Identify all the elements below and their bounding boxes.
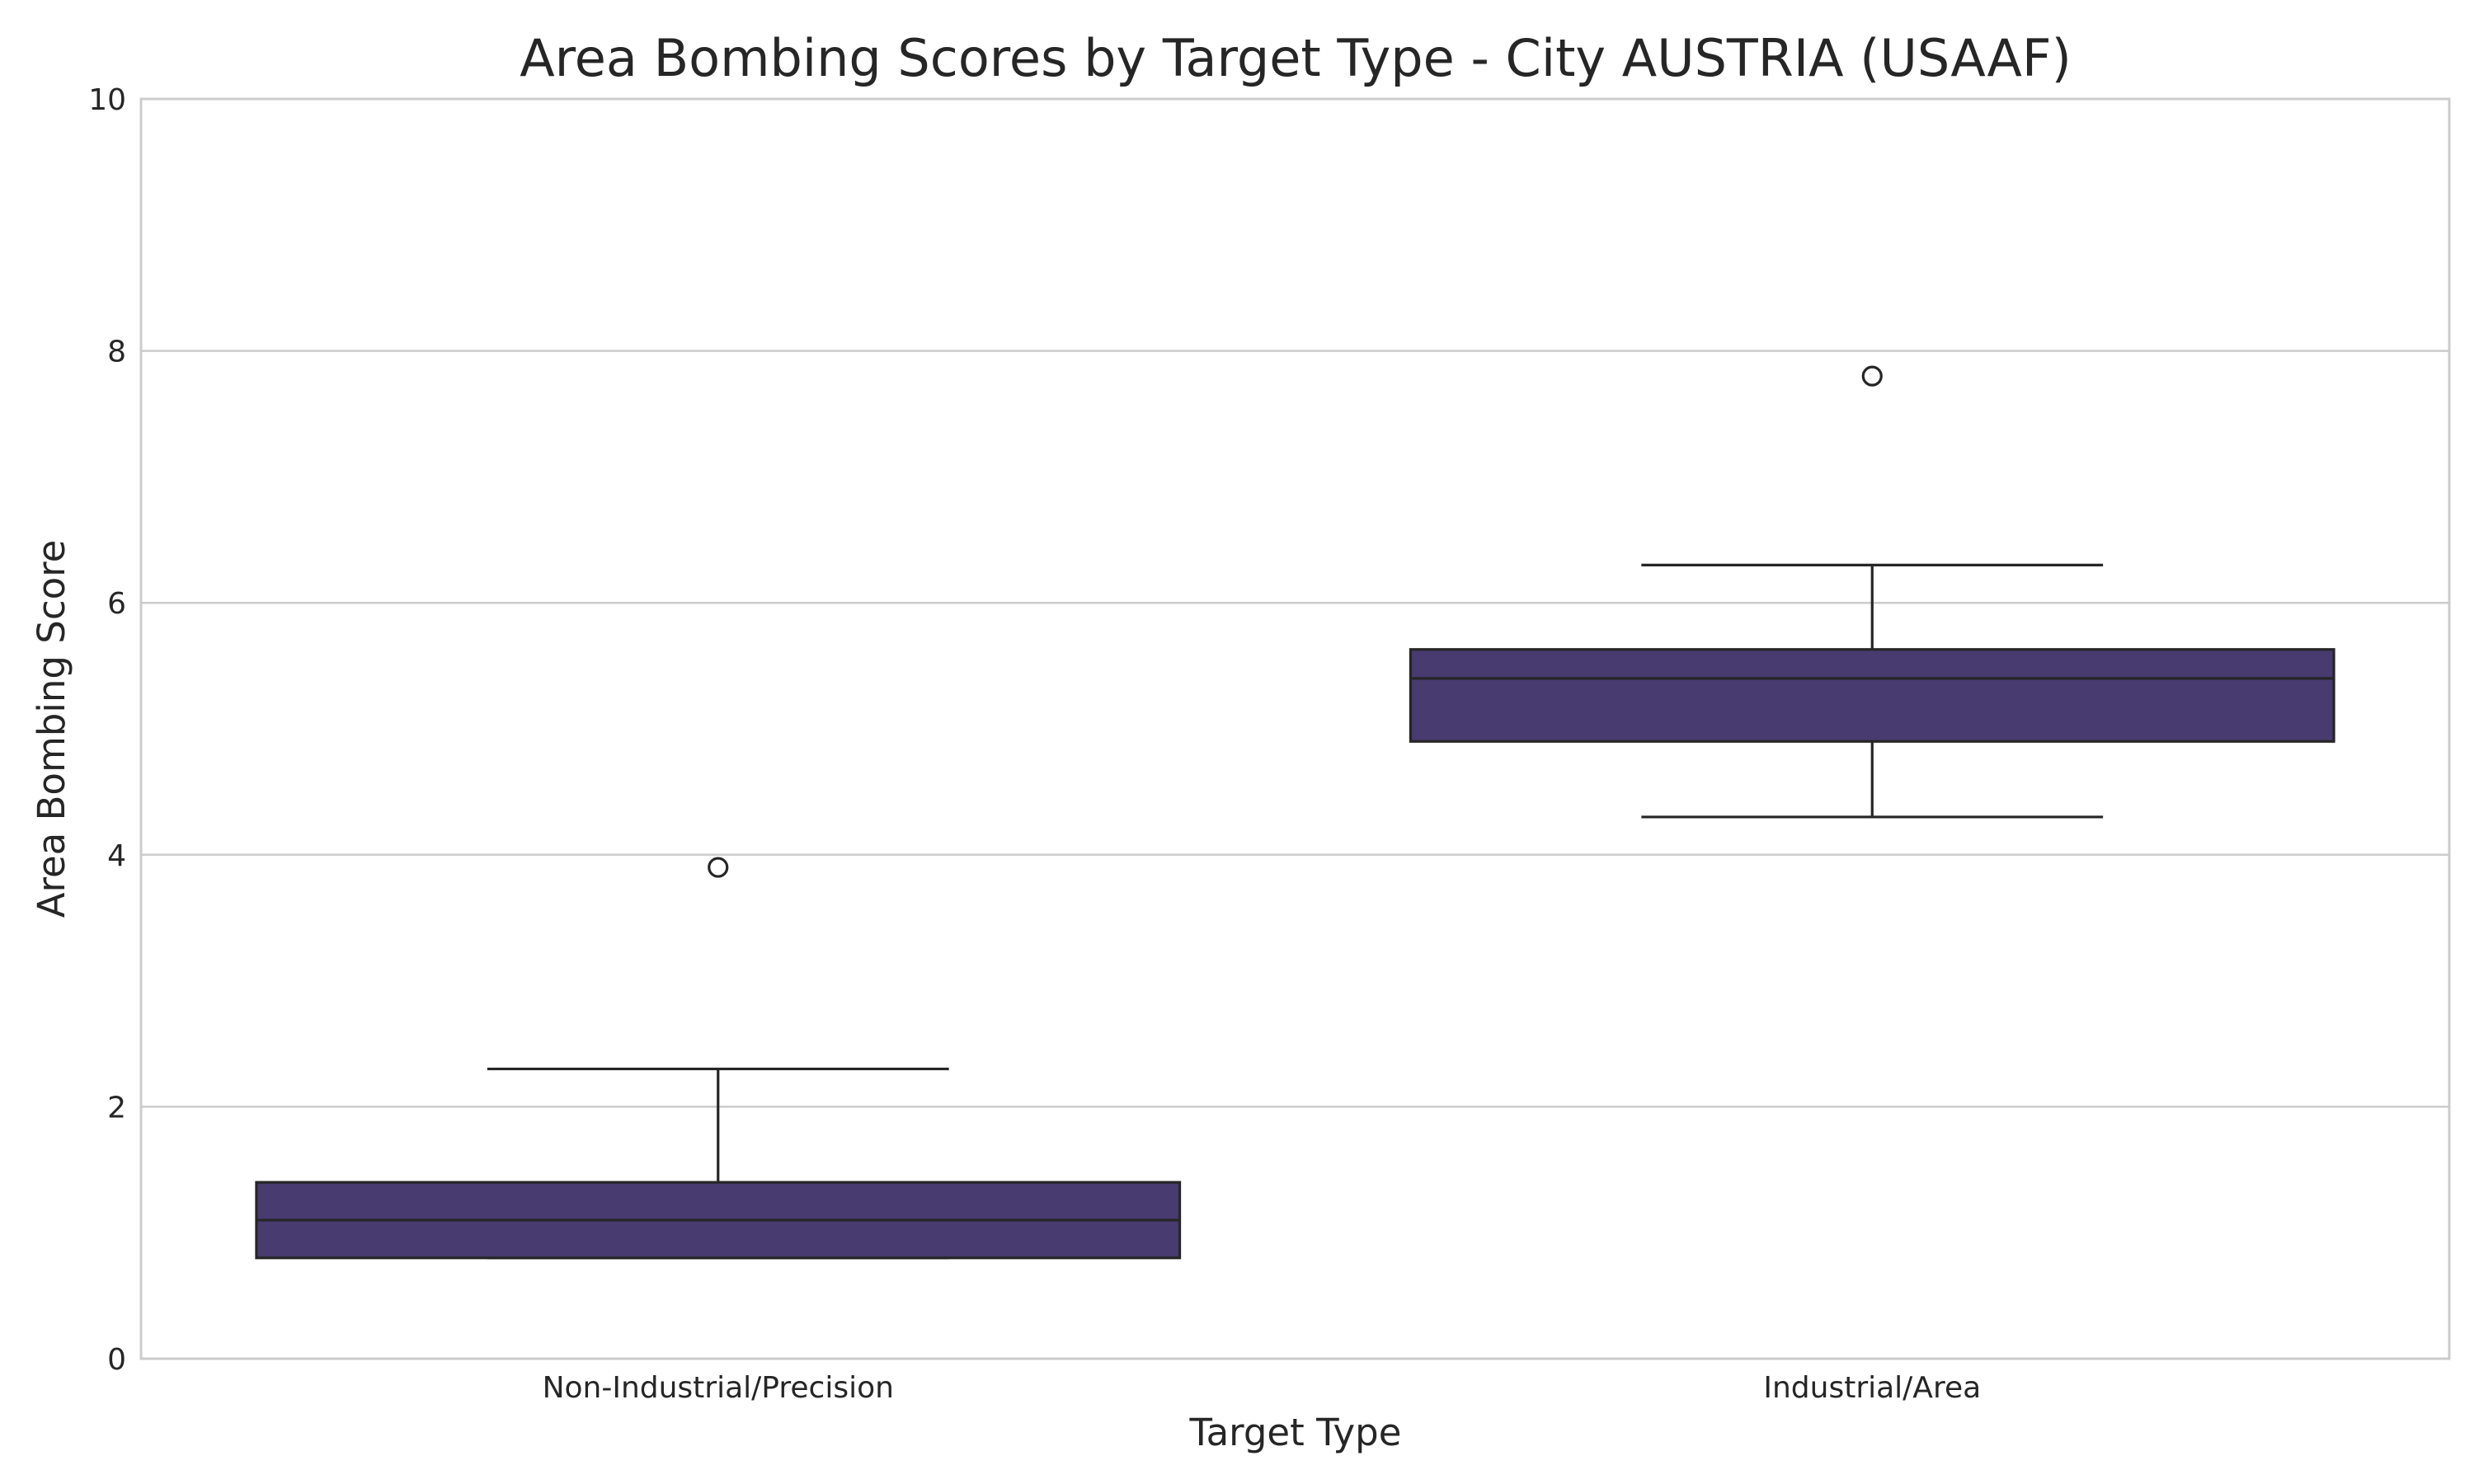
y-tick-label: 2 [107, 1091, 126, 1125]
outlier-point [1861, 365, 1883, 387]
x-tick-label: Industrial/Area [1763, 1371, 1981, 1405]
y-axis-ticks: 0 2 4 6 8 10 [88, 83, 126, 1377]
plot-frame [139, 97, 2451, 1360]
x-axis-label: Target Type [1189, 1411, 1402, 1454]
y-tick-label: 6 [107, 587, 126, 621]
y-axis-label: Area Bombing Score [30, 540, 73, 918]
gridlines [141, 350, 2449, 1108]
y-tick-label: 8 [107, 336, 126, 369]
y-tick-label: 4 [107, 839, 126, 873]
x-tick-label: Non-Industrial/Precision [543, 1371, 894, 1405]
box-group [1409, 365, 2335, 819]
y-tick-label: 0 [107, 1343, 126, 1377]
chart-title: Area Bombing Scores by Target Type - Cit… [520, 28, 2072, 88]
x-axis-ticks: Non-Industrial/Precision Industrial/Area [543, 1371, 1982, 1405]
outlier-point [708, 857, 729, 878]
box-group [255, 857, 1182, 1260]
boxes-layer [255, 365, 2335, 1260]
y-tick-label: 10 [88, 83, 126, 117]
interquartile-box [1409, 648, 2335, 743]
